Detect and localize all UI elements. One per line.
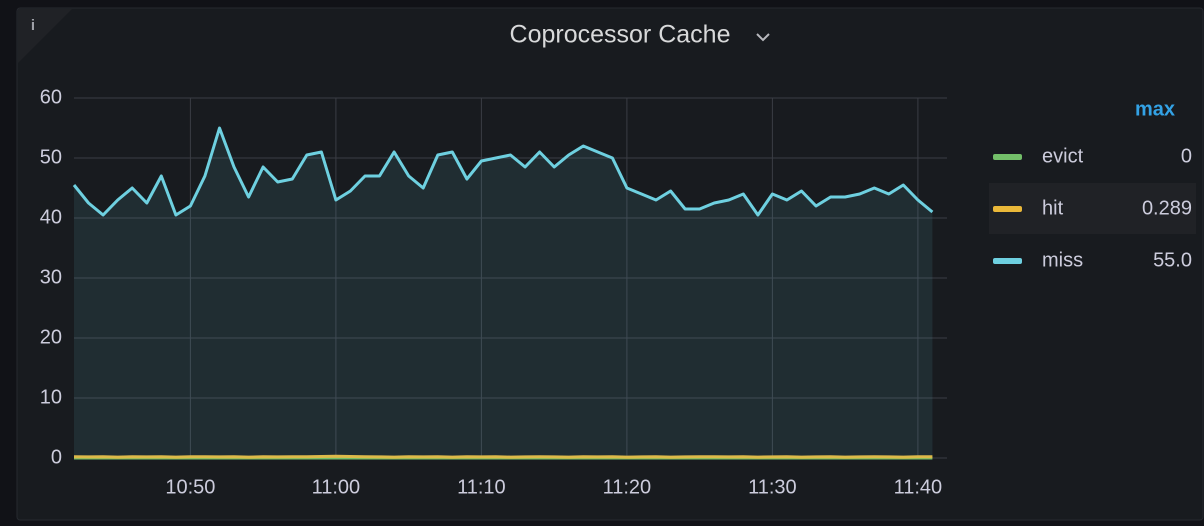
series-line	[72, 126, 934, 217]
legend-label[interactable]: hit	[1042, 197, 1064, 219]
info-icon[interactable]: i	[31, 17, 35, 34]
info-corner[interactable]	[18, 9, 72, 63]
y-tick-label: 10	[40, 386, 62, 408]
y-tick-label: 50	[40, 146, 62, 168]
legend-hover-row	[989, 183, 1196, 234]
y-tick-label: 60	[40, 86, 62, 108]
y-tick-label: 0	[51, 446, 62, 468]
x-tick-label: 11:40	[894, 476, 943, 498]
legend-label[interactable]: evict	[1042, 145, 1084, 167]
legend-max: 55.0	[1153, 249, 1192, 271]
legend-max: 0	[1181, 145, 1192, 167]
legend-swatch	[993, 154, 1022, 160]
x-tick-label: 11:10	[457, 476, 506, 498]
x-tick-label: 10:50	[165, 476, 215, 498]
x-tick-label: 11:30	[748, 476, 797, 498]
legend-max: 0.289	[1142, 197, 1192, 219]
y-tick-label: 30	[40, 266, 62, 288]
x-tick-label: 11:20	[603, 476, 652, 498]
legend-label[interactable]: miss	[1042, 249, 1083, 271]
y-tick-label: 40	[40, 206, 62, 228]
legend-swatch	[993, 206, 1022, 212]
x-tick-label: 11:00	[312, 476, 361, 498]
series-area	[74, 128, 933, 458]
title-chevron[interactable]	[756, 33, 770, 42]
legend-swatch	[993, 258, 1022, 264]
y-tick-label: 20	[40, 326, 62, 348]
chart-title[interactable]: Coprocessor Cache	[510, 21, 731, 49]
panel	[16, 7, 1204, 521]
legend-header[interactable]: max	[1135, 98, 1175, 120]
series-line	[73, 454, 933, 459]
